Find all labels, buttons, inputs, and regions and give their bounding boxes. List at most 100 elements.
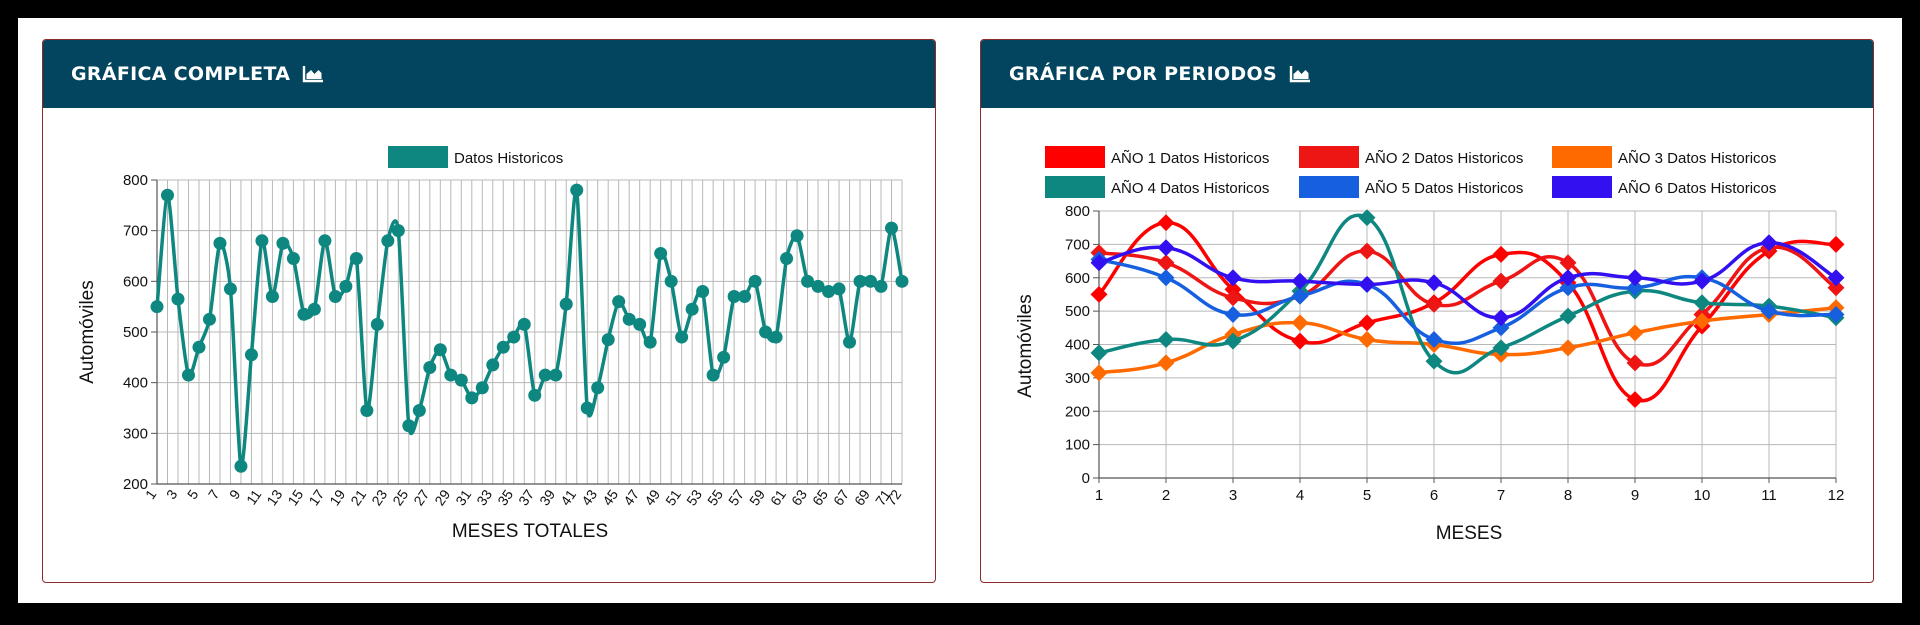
data-point xyxy=(1157,214,1175,232)
x-tick-label: 7 xyxy=(1497,487,1505,504)
data-point xyxy=(685,302,699,316)
x-tick-label: 11 xyxy=(243,486,265,507)
y-tick-label: 300 xyxy=(123,425,148,442)
data-point xyxy=(1157,269,1175,287)
y-tick-label: 400 xyxy=(123,375,148,392)
data-point xyxy=(328,290,342,304)
data-point xyxy=(633,317,647,331)
x-tick-label: 3 xyxy=(1229,487,1237,504)
data-point xyxy=(790,229,804,243)
data-point xyxy=(360,404,374,418)
x-tick-label: 43 xyxy=(578,486,600,508)
x-tick-label: 2 xyxy=(1162,487,1170,504)
x-tick-label: 37 xyxy=(515,486,537,508)
data-point xyxy=(664,274,678,288)
data-point xyxy=(769,330,783,344)
data-point xyxy=(885,221,899,235)
y-tick-label: 500 xyxy=(123,324,148,341)
x-tick-label: 4 xyxy=(1296,487,1304,504)
data-point xyxy=(171,292,185,306)
legend-swatch xyxy=(1299,146,1359,168)
y-tick-label: 300 xyxy=(1065,370,1090,387)
area-chart-icon xyxy=(1289,66,1310,83)
data-point xyxy=(853,274,867,288)
series-line xyxy=(1097,220,1837,403)
x-tick-label: 67 xyxy=(830,486,852,508)
data-point xyxy=(1358,314,1376,332)
data-point xyxy=(1425,274,1443,292)
data-point xyxy=(1291,332,1309,350)
data-point xyxy=(612,295,626,309)
x-tick-label: 29 xyxy=(431,486,453,508)
x-tick-label: 47 xyxy=(620,486,642,508)
data-point xyxy=(1559,307,1577,325)
data-point xyxy=(370,317,384,331)
panel-header: GRÁFICA POR PERIODOS xyxy=(981,40,1873,108)
data-point xyxy=(517,317,531,331)
data-point xyxy=(864,274,878,288)
x-tick-label: 5 xyxy=(184,486,202,502)
legend-label: AÑO 4 Datos Historicos xyxy=(1111,180,1269,197)
x-axis-title: MESES xyxy=(1436,523,1503,544)
data-point xyxy=(759,325,773,339)
data-point xyxy=(381,234,395,248)
legend-label: AÑO 3 Datos Historicos xyxy=(1618,150,1776,167)
x-tick-label: 53 xyxy=(683,486,705,508)
data-point xyxy=(780,252,794,266)
data-point xyxy=(601,333,615,347)
legend-label: AÑO 2 Datos Historicos xyxy=(1365,150,1523,167)
x-tick-label: 63 xyxy=(788,486,810,508)
data-point xyxy=(717,350,731,364)
data-point xyxy=(538,368,552,382)
x-tick-label: 6 xyxy=(1430,487,1438,504)
x-tick-label: 45 xyxy=(599,486,621,508)
data-point xyxy=(297,307,311,321)
data-point xyxy=(528,388,542,402)
panel-body: 200 300 400 500 600 700 800 1 3 5 7 9 11 13 15 17 19 21 23… xyxy=(43,108,935,581)
data-point xyxy=(391,224,405,238)
data-point xyxy=(339,279,353,293)
data-point xyxy=(423,360,437,374)
x-tick-label: 7 xyxy=(205,486,223,502)
x-tick-label: 1 xyxy=(1095,487,1103,504)
x-tick-label: 8 xyxy=(1564,487,1572,504)
x-tick-label: 49 xyxy=(641,486,663,508)
data-point xyxy=(843,335,857,349)
data-point xyxy=(738,290,752,304)
y-tick-label: 100 xyxy=(1065,437,1090,454)
panel-title: GRÁFICA COMPLETA xyxy=(71,63,291,85)
data-point xyxy=(454,373,468,387)
data-point xyxy=(706,368,720,382)
y-tick-label: 600 xyxy=(1065,270,1090,287)
data-point xyxy=(507,330,521,344)
data-point xyxy=(433,343,447,357)
panel-grafica-por-periodos: GRÁFICA POR PERIODOS 0 100 200 300 400 500 600… xyxy=(980,39,1874,583)
data-point xyxy=(1291,314,1309,332)
data-point xyxy=(213,236,227,250)
legend-swatch xyxy=(1552,146,1612,168)
data-point xyxy=(1090,254,1108,272)
data-point xyxy=(1626,391,1644,409)
data-point xyxy=(496,340,510,354)
data-point xyxy=(570,183,584,197)
x-tick-label: 69 xyxy=(851,486,873,508)
legend-label: AÑO 1 Datos Historicos xyxy=(1111,150,1269,167)
y-axis-title: Automóviles xyxy=(77,280,98,384)
data-point xyxy=(349,252,363,266)
x-tick-label: 1 xyxy=(142,486,160,502)
x-tick-label: 41 xyxy=(557,486,579,508)
x-tick-label: 25 xyxy=(389,486,411,508)
data-point xyxy=(160,188,174,202)
y-tick-label: 700 xyxy=(1065,236,1090,253)
data-point xyxy=(591,381,605,395)
x-tick-label: 55 xyxy=(704,486,726,508)
data-point xyxy=(1157,331,1175,348)
x-tick-label: 65 xyxy=(809,486,831,508)
data-point xyxy=(1090,344,1108,362)
data-point xyxy=(559,297,573,311)
legend-swatch xyxy=(1552,176,1612,198)
data-point xyxy=(748,274,762,288)
x-tick-label: 13 xyxy=(263,486,285,508)
x-tick-label: 57 xyxy=(725,486,747,508)
